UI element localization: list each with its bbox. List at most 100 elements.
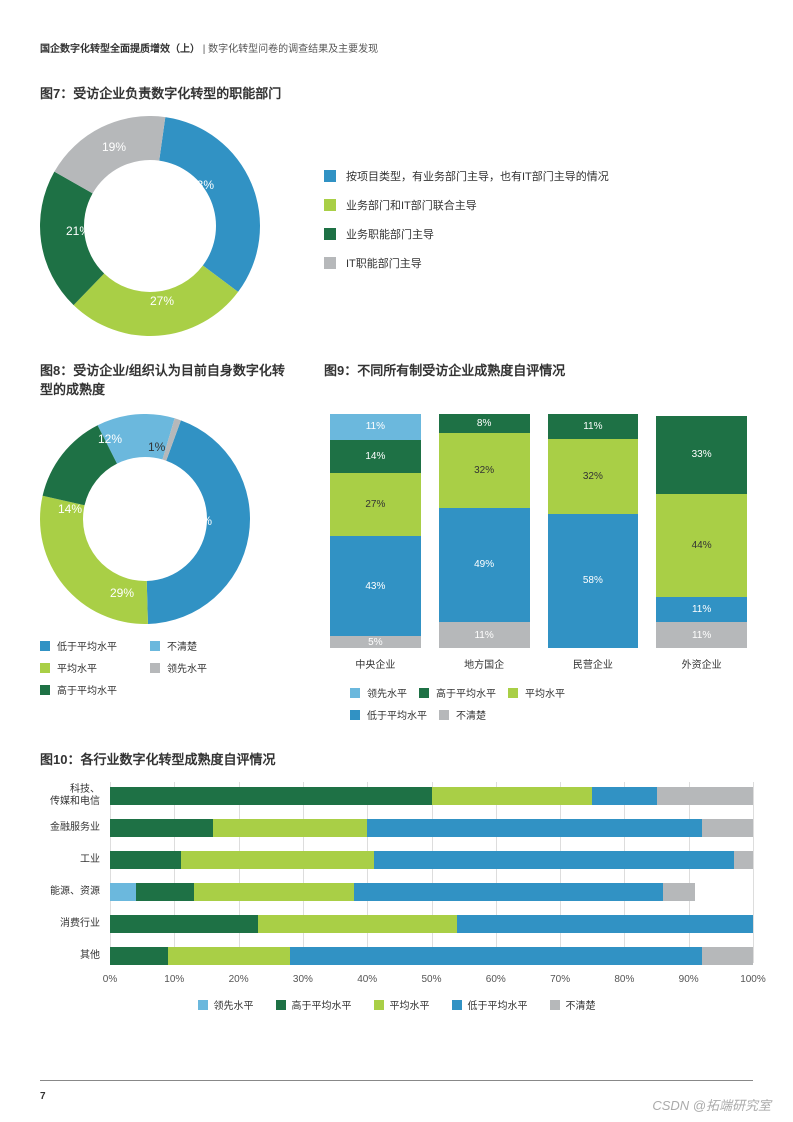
stack-segment: 33%	[656, 416, 747, 493]
chart9-column: 图9：不同所有制受访企业成熟度自评情况 11%14%27%43%5%8%32%4…	[324, 360, 753, 729]
legend-text: 高于平均水平	[57, 682, 117, 697]
legend-text: IT职能部门主导	[346, 255, 422, 271]
legend-swatch	[150, 641, 160, 651]
hbar-row: 工业	[40, 846, 753, 874]
hbar-label: 能源、资源	[40, 886, 110, 898]
legend-item: 业务部门和IT部门联合主导	[324, 197, 609, 213]
slice-label: 19%	[102, 140, 126, 154]
stack-label: 地方国企	[439, 656, 530, 671]
hbar-track	[110, 883, 753, 901]
legend-item: 不清楚	[150, 638, 260, 653]
legend-text: 不清楚	[167, 638, 197, 653]
legend-text: 低于平均水平	[57, 638, 117, 653]
hbar-track	[110, 819, 753, 837]
legend-item: 业务职能部门主导	[324, 226, 609, 242]
legend-swatch	[508, 688, 518, 698]
legend-swatch	[324, 257, 336, 269]
hbar-row: 其他	[40, 942, 753, 970]
legend-item: 领先水平	[150, 660, 260, 675]
legend-item: 不清楚	[550, 997, 596, 1012]
legend-item: 领先水平	[350, 685, 407, 700]
legend-swatch	[374, 1000, 384, 1010]
header-bold: 国企数字化转型全面提质增效（上）	[40, 44, 200, 55]
legend-item: 低于平均水平	[452, 997, 528, 1012]
header-sep: |	[200, 44, 208, 55]
hbar-segment	[136, 883, 194, 901]
hbar-row: 能源、资源	[40, 878, 753, 906]
slice-label: 1%	[148, 440, 165, 454]
hbar-track	[110, 915, 753, 933]
legend-item: 平均水平	[508, 685, 565, 700]
chart7-legend: 按项目类型，有业务部门主导，也有IT部门主导的情况业务部门和IT部门联合主导业务…	[324, 168, 609, 284]
chart8-legend: 低于平均水平 不清楚平均水平领先水平高于平均水平	[40, 638, 294, 697]
footer-line: 7	[40, 1080, 753, 1104]
chart10-xaxis: 0%10%20%30%40%50%60%70%80%90%100%	[110, 974, 753, 985]
hbar-segment	[258, 915, 457, 933]
legend-swatch	[439, 710, 449, 720]
legend-text: 按项目类型，有业务部门主导，也有IT部门主导的情况	[346, 168, 609, 184]
page-header: 国企数字化转型全面提质增效（上） | 数字化转型问卷的调查结果及主要发现	[40, 40, 753, 55]
stack-segment: 14%	[330, 440, 421, 473]
chart10-area: 科技、传媒和电信金融服务业工业能源、资源消费行业其他 0%10%20%30%40…	[40, 782, 753, 985]
hbar-segment	[168, 947, 290, 965]
legend-text: 平均水平	[390, 997, 430, 1012]
hbar-segment	[734, 851, 753, 869]
stack-segment: 27%	[330, 473, 421, 536]
hbar-row: 科技、传媒和电信	[40, 782, 753, 810]
stack-segment: 58%	[548, 514, 639, 648]
legend-text: 低于平均水平	[468, 997, 528, 1012]
legend-swatch	[40, 663, 50, 673]
stack-column: 11%14%27%43%5%	[330, 414, 421, 648]
hbar-segment	[702, 819, 753, 837]
stack-segment: 11%	[439, 622, 530, 648]
stack-segment: 11%	[656, 597, 747, 623]
hbar-segment	[110, 851, 181, 869]
stack-column: 11%32%58%	[548, 414, 639, 648]
legend-text: 不清楚	[566, 997, 596, 1012]
legend-text: 业务职能部门主导	[346, 226, 434, 242]
legend-swatch	[324, 228, 336, 240]
header-rest: 数字化转型问卷的调查结果及主要发现	[208, 44, 378, 55]
hbar-track	[110, 787, 753, 805]
stack-column: 8%32%49%11%	[439, 414, 530, 648]
stack-segment: 11%	[656, 622, 747, 648]
page-footer: 7	[40, 1080, 753, 1104]
legend-item: 高于平均水平	[419, 685, 496, 700]
hbar-segment	[181, 851, 374, 869]
hbar-label: 其他	[40, 950, 110, 962]
hbar-segment	[354, 883, 663, 901]
legend-item: 高于平均水平	[276, 997, 352, 1012]
chart10-title: 图10：各行业数字化转型成熟度自评情况	[40, 749, 753, 768]
legend-swatch	[350, 688, 360, 698]
legend-swatch	[324, 199, 336, 211]
legend-swatch	[276, 1000, 286, 1010]
chart9-title: 图9：不同所有制受访企业成熟度自评情况	[324, 360, 753, 400]
hbar-track	[110, 947, 753, 965]
stack-segment: 5%	[330, 636, 421, 648]
legend-row: 低于平均水平不清楚	[324, 707, 753, 722]
hbar-track	[110, 851, 753, 869]
legend-item: 平均水平	[40, 660, 150, 675]
legend-swatch	[550, 1000, 560, 1010]
hbar-segment	[110, 915, 258, 933]
legend-item: IT职能部门主导	[324, 255, 609, 271]
hbar-row: 消费行业	[40, 910, 753, 938]
stack-segment: 11%	[548, 414, 639, 439]
hbar-segment	[290, 947, 702, 965]
hbar-segment	[213, 819, 367, 837]
hbar-segment	[110, 947, 168, 965]
slice-label: 12%	[98, 432, 122, 446]
hbar-label: 工业	[40, 854, 110, 866]
legend-swatch	[198, 1000, 208, 1010]
slice-label: 14%	[58, 502, 82, 516]
hbar-segment	[702, 947, 753, 965]
legend-text: 领先水平	[214, 997, 254, 1012]
slice-label: 21%	[66, 224, 90, 238]
legend-row: 高于平均水平	[40, 682, 294, 697]
legend-text: 不清楚	[456, 707, 486, 722]
hbar-label: 科技、传媒和电信	[40, 784, 110, 808]
chart10-legend: 领先水平 高于平均水平 平均水平 低于平均水平 不清楚	[40, 997, 753, 1012]
stack-segment: 49%	[439, 508, 530, 623]
legend-item: 高于平均水平	[40, 682, 150, 697]
charts-8-9-row: 图8：受访企业/组织认为目前自身数字化转型的成熟度 44%29%14%12%1%…	[40, 360, 753, 729]
